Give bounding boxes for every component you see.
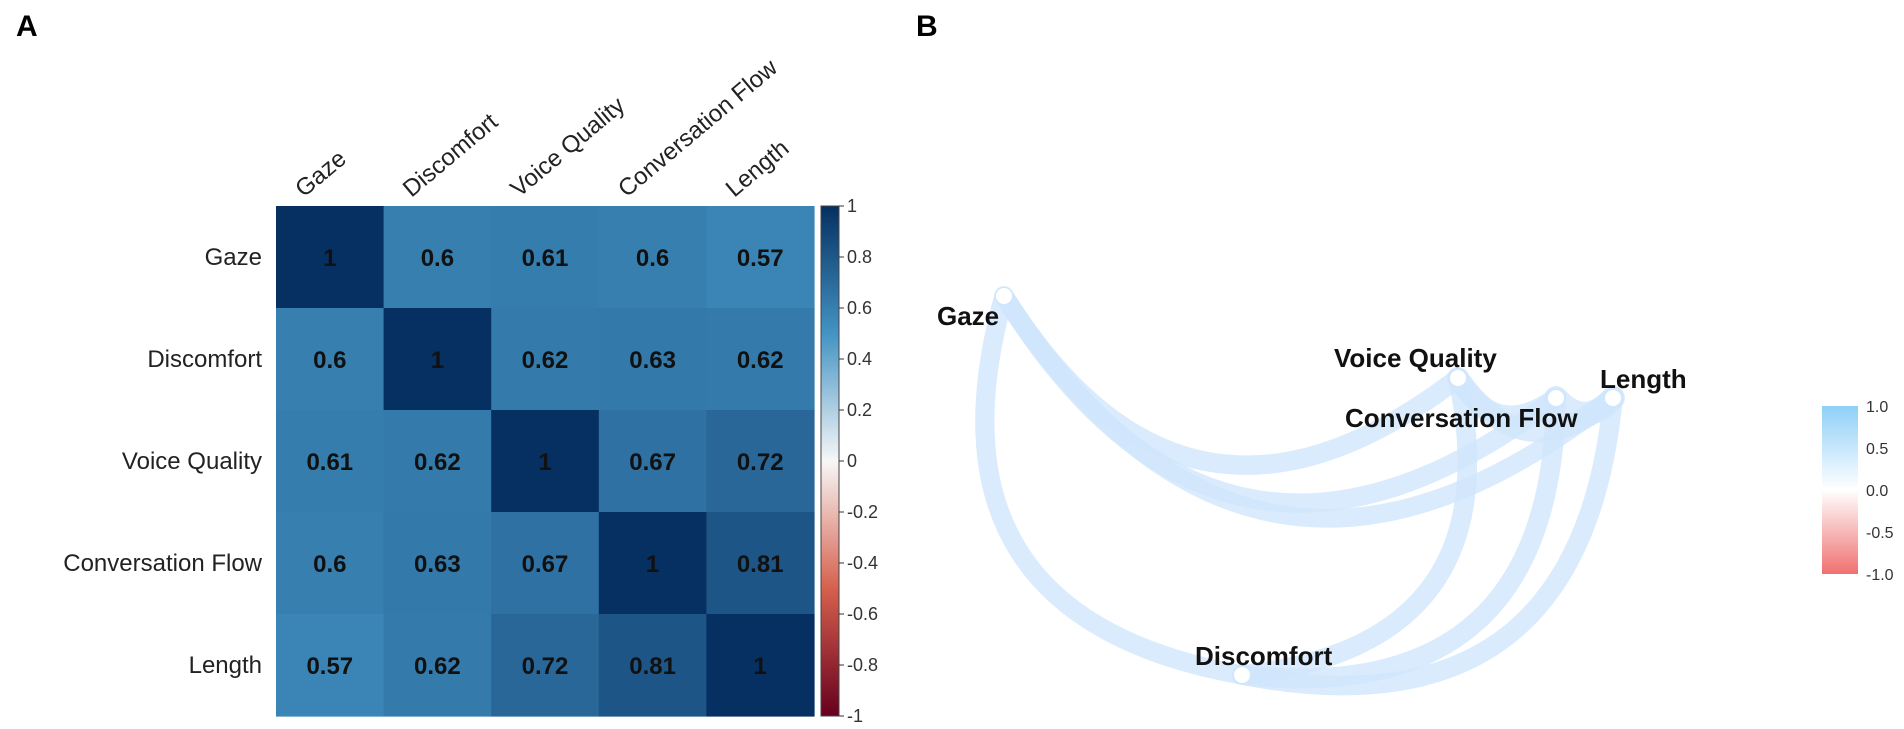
heatmap-cell: [706, 308, 815, 411]
heatmap-cell: [598, 308, 707, 411]
cell-value: 0.67: [522, 551, 569, 578]
cell-value: 1: [646, 551, 659, 578]
panel-b-label: B: [916, 10, 938, 43]
colorbar-tick-label: 0.8: [847, 247, 872, 267]
colorbar-gradient: [820, 205, 840, 717]
column-label: Gaze: [290, 145, 351, 203]
network-edge: [994, 286, 1623, 528]
colorbar-tick-label: -0.8: [847, 655, 878, 675]
heatmap-cell: [276, 308, 385, 411]
cell-value: 0.61: [522, 245, 569, 272]
cell-value: 0.62: [414, 449, 461, 476]
cell-value: 0.72: [522, 653, 569, 680]
colorbar-tick-label: -1: [847, 706, 863, 726]
network-edge: [975, 286, 1252, 685]
column-label: Discomfort: [398, 108, 503, 203]
cell-value: 0.61: [306, 449, 353, 476]
heatmap-cell: [276, 614, 385, 717]
panel-a-label: A: [16, 10, 38, 43]
cell-value: 0.6: [636, 245, 669, 272]
colorbar-tick-label: -0.6: [847, 604, 878, 624]
cell-value: 0.81: [629, 653, 676, 680]
network-node-label: Conversation Flow: [1345, 403, 1578, 433]
cell-value: 0.62: [737, 347, 784, 374]
cell-value: 0.6: [313, 551, 346, 578]
cell-value: 0.62: [522, 347, 569, 374]
heatmap-cell: [276, 206, 385, 309]
row-label: Voice Quality: [122, 448, 262, 475]
legend-tick-label: -0.5: [1866, 525, 1894, 542]
legend-tick-label: 1.0: [1866, 399, 1888, 416]
network-node-label: Voice Quality: [1334, 343, 1497, 373]
heatmap-cell: [491, 614, 600, 717]
colorbar-tick-label: 1: [847, 196, 857, 216]
heatmap-cell: [383, 308, 492, 411]
heatmap-cell: [491, 206, 600, 309]
heatmap-cell: [706, 206, 815, 309]
correlation-network: Gaze Voice Quality Length Conversation Flow…: [937, 286, 1687, 696]
network-legend: 1.0 0.5 0.0 -0.5 -1.0: [1822, 399, 1894, 584]
heatmap-cell: [276, 512, 385, 615]
row-label: Gaze: [205, 244, 262, 271]
network-node: [1605, 390, 1621, 406]
legend-tick-label: -1.0: [1866, 567, 1894, 584]
cell-value: 0.63: [414, 551, 461, 578]
column-label: Length: [721, 135, 795, 203]
heatmap-cell: [383, 614, 492, 717]
heatmap-cell: [598, 206, 707, 309]
heatmap-cell: [491, 308, 600, 411]
heatmap-cell: [491, 512, 600, 615]
heatmap-cell: [383, 512, 492, 615]
heatmap-colorbar: 1 0.8 0.6 0.4 0.2 0 -0.2 -0.4 -0.6 -0.8 -1: [820, 196, 878, 726]
colorbar-tick-label: 0.4: [847, 349, 872, 369]
heatmap-cell: [706, 512, 815, 615]
cell-value: 1: [323, 245, 336, 272]
colorbar-tick-label: 0.6: [847, 298, 872, 318]
column-label: Voice Quality: [506, 92, 631, 203]
heatmap-cell: [706, 410, 815, 513]
cell-value: 0.63: [629, 347, 676, 374]
legend-tick-label: 0.5: [1866, 441, 1888, 458]
legend-gradient: [1822, 406, 1858, 574]
legend-tick-label: 0.0: [1866, 483, 1888, 500]
row-label: Length: [189, 652, 262, 679]
colorbar-tick-label: 0: [847, 451, 857, 471]
colorbar-tick-label: -0.4: [847, 553, 878, 573]
heatmap-cell: [598, 410, 707, 513]
heatmap-cell: [383, 206, 492, 309]
network-node: [1234, 667, 1250, 683]
heatmap-cell: [383, 410, 492, 513]
heatmap-cell: [598, 614, 707, 717]
row-label: Conversation Flow: [63, 550, 262, 577]
colorbar-tick-label: 0.2: [847, 400, 872, 420]
cell-value: 0.72: [737, 449, 784, 476]
row-label: Discomfort: [147, 346, 262, 373]
cell-value: 0.62: [414, 653, 461, 680]
network-node-label: Gaze: [937, 301, 999, 331]
network-edge: [1232, 368, 1478, 685]
heatmap-cell: [598, 512, 707, 615]
cell-value: 0.57: [306, 653, 353, 680]
heatmap-cell: [706, 614, 815, 717]
cell-value: 0.81: [737, 551, 784, 578]
network-node: [1450, 370, 1466, 386]
network-node: [996, 288, 1012, 304]
network-edge: [1232, 388, 1623, 696]
colorbar-tick-label: -0.2: [847, 502, 878, 522]
heatmap-cell: [276, 410, 385, 513]
cell-value: 0.57: [737, 245, 784, 272]
cell-value: 1: [538, 449, 551, 476]
cell-value: 0.6: [313, 347, 346, 374]
network-node-label: Discomfort: [1195, 641, 1333, 671]
network-node-label: Length: [1600, 364, 1687, 394]
cell-value: 0.67: [629, 449, 676, 476]
heatmap-cell: [491, 410, 600, 513]
cell-value: 1: [754, 653, 767, 680]
cell-value: 0.6: [421, 245, 454, 272]
network-node: [1548, 390, 1564, 406]
cell-value: 1: [431, 347, 444, 374]
